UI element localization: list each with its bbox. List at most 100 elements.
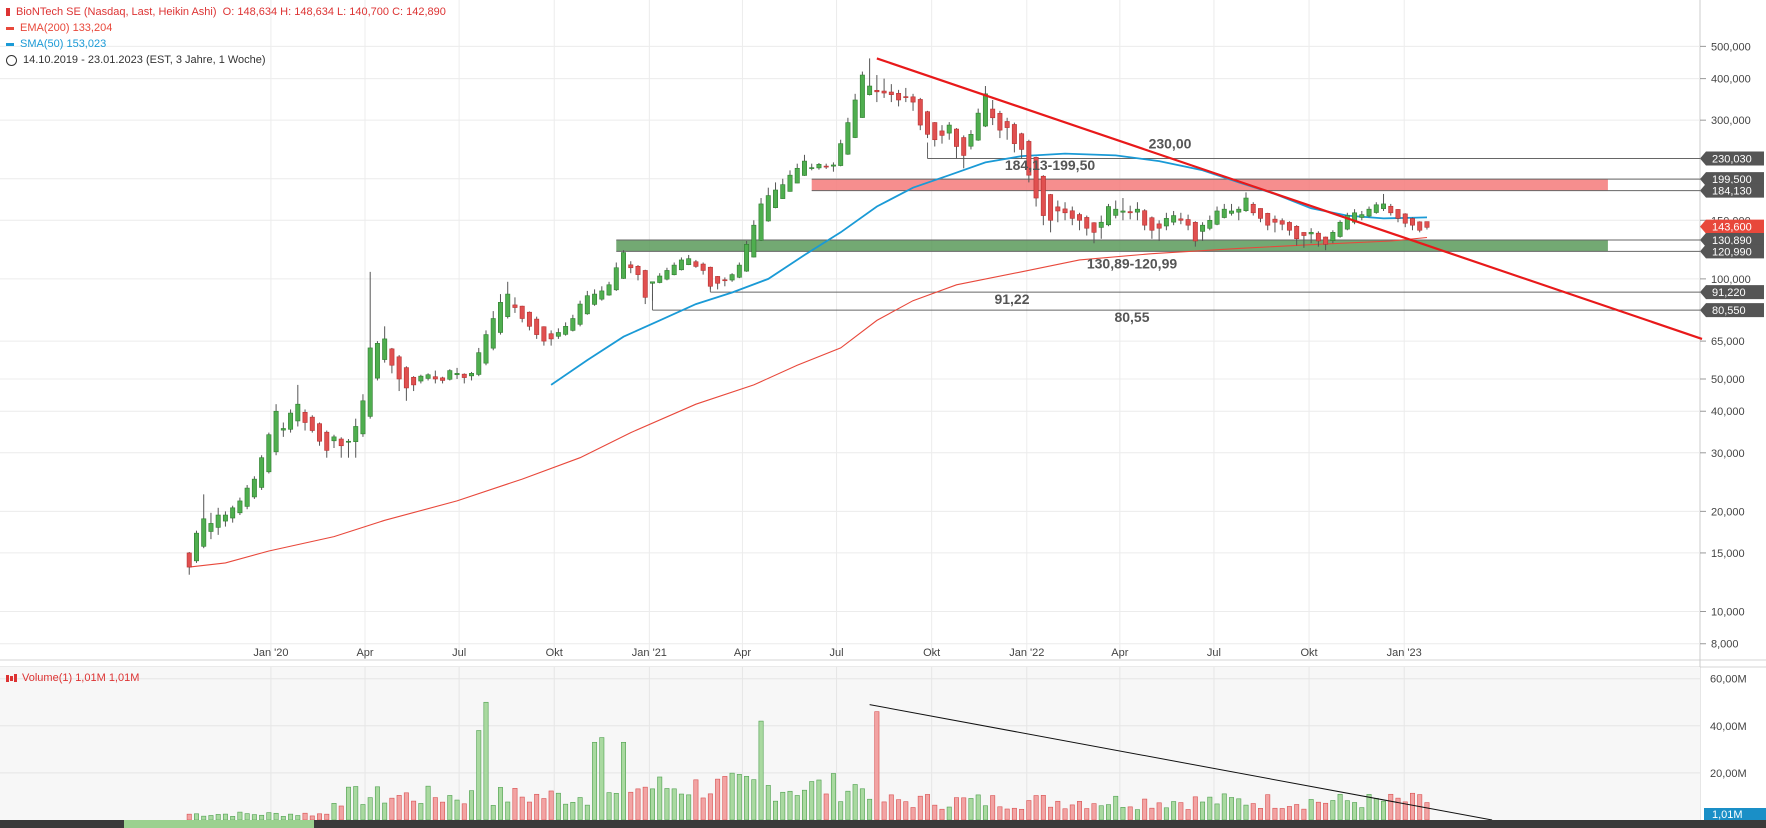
candle-body[interactable]: [469, 373, 474, 377]
candle-body[interactable]: [635, 265, 641, 275]
candle-body[interactable]: [490, 318, 496, 349]
candle-body[interactable]: [1142, 210, 1148, 226]
candle-body[interactable]: [1279, 220, 1285, 225]
candle-body[interactable]: [715, 276, 721, 284]
candle-body[interactable]: [1250, 203, 1256, 214]
candle-body[interactable]: [606, 284, 612, 296]
candle-body[interactable]: [302, 412, 308, 423]
candle-body[interactable]: [1402, 213, 1408, 224]
candle-body[interactable]: [324, 431, 330, 451]
candle-body[interactable]: [1344, 215, 1350, 230]
candle-body[interactable]: [758, 203, 764, 241]
candle-body[interactable]: [505, 293, 511, 317]
candle-body[interactable]: [1424, 221, 1430, 228]
candle-body[interactable]: [411, 376, 417, 386]
candle-body[interactable]: [1294, 225, 1300, 240]
candle-body[interactable]: [534, 318, 540, 335]
candle-body[interactable]: [1301, 232, 1307, 236]
candle-body[interactable]: [1388, 205, 1394, 214]
candle-body[interactable]: [722, 279, 728, 282]
candle-body[interactable]: [563, 326, 569, 335]
candle-body[interactable]: [1004, 121, 1010, 128]
candle-body[interactable]: [1373, 204, 1379, 213]
candle-body[interactable]: [1214, 210, 1220, 225]
candle-body[interactable]: [1156, 223, 1162, 229]
candle-body[interactable]: [990, 108, 996, 119]
candle-body[interactable]: [1258, 208, 1263, 219]
candle-body[interactable]: [599, 290, 605, 300]
candle-body[interactable]: [1207, 219, 1213, 229]
candle-body[interactable]: [483, 334, 489, 364]
candle-body[interactable]: [787, 174, 793, 192]
scrollbar-thumb[interactable]: [124, 820, 314, 828]
candle-body[interactable]: [896, 93, 902, 101]
candle-body[interactable]: [765, 195, 771, 222]
candle-body[interactable]: [700, 263, 706, 271]
candle-body[interactable]: [830, 164, 836, 167]
candle-body[interactable]: [794, 167, 800, 184]
candle-body[interactable]: [954, 128, 959, 147]
candle-body[interactable]: [1048, 194, 1054, 221]
candle-body[interactable]: [780, 184, 786, 199]
candle-body[interactable]: [939, 130, 945, 136]
candle-body[interactable]: [874, 89, 880, 93]
candle-body[interactable]: [997, 113, 1003, 131]
candle-body[interactable]: [1185, 219, 1191, 226]
candle-body[interactable]: [678, 259, 684, 271]
candle-body[interactable]: [1113, 208, 1119, 216]
candle-body[interactable]: [194, 532, 199, 562]
candle-body[interactable]: [215, 514, 221, 528]
candle-body[interactable]: [244, 487, 250, 507]
candle-body[interactable]: [1178, 218, 1184, 221]
bottom-scrollbar[interactable]: [0, 820, 1766, 828]
candle-body[interactable]: [707, 266, 713, 287]
candle-body[interactable]: [650, 281, 655, 284]
candle-body[interactable]: [331, 436, 337, 442]
candle-body[interactable]: [932, 122, 938, 141]
candle-body[interactable]: [353, 426, 359, 442]
candle-body[interactable]: [309, 416, 315, 431]
candle-body[interactable]: [1106, 206, 1111, 226]
candle-body[interactable]: [802, 160, 807, 176]
candle-body[interactable]: [910, 96, 916, 103]
volume-trendline[interactable]: [869, 704, 1493, 821]
candle-body[interactable]: [389, 348, 395, 366]
candle-body[interactable]: [982, 93, 988, 127]
candle-body[interactable]: [816, 164, 822, 169]
candle-body[interactable]: [1417, 221, 1423, 231]
candle-body[interactable]: [1236, 208, 1242, 213]
price-panel[interactable]: 230,00 184,13-199,50 130,89-120,99 91,22 80,…: [186, 57, 1703, 575]
candle-body[interactable]: [418, 375, 424, 382]
candle-body[interactable]: [925, 111, 930, 135]
candle-body[interactable]: [1229, 210, 1234, 214]
candle-body[interactable]: [237, 500, 243, 514]
candle-body[interactable]: [642, 270, 648, 298]
candle-body[interactable]: [1192, 222, 1198, 242]
candle-body[interactable]: [961, 137, 967, 156]
candle-body[interactable]: [881, 90, 887, 94]
candle-body[interactable]: [295, 403, 301, 422]
candle-body[interactable]: [751, 224, 757, 258]
candle-body[interactable]: [1221, 208, 1227, 218]
candle-body[interactable]: [664, 270, 670, 280]
volume-panel[interactable]: [186, 701, 1493, 821]
candle-body[interactable]: [461, 373, 467, 378]
candle-body[interactable]: [1395, 209, 1401, 219]
candle-body[interactable]: [888, 91, 894, 95]
candle-body[interactable]: [1091, 222, 1097, 233]
candle-body[interactable]: [729, 274, 735, 281]
candle-body[interactable]: [621, 252, 626, 279]
candle-body[interactable]: [577, 303, 583, 325]
candle-body[interactable]: [548, 333, 554, 340]
candle-body[interactable]: [230, 507, 236, 519]
candle-body[interactable]: [396, 356, 402, 380]
candle-body[interactable]: [498, 302, 503, 333]
candle-body[interactable]: [454, 373, 460, 376]
candle-body[interactable]: [592, 293, 598, 305]
candle-body[interactable]: [519, 305, 525, 319]
candle-body[interactable]: [657, 275, 663, 283]
candle-body[interactable]: [541, 326, 547, 342]
candle-body[interactable]: [1352, 212, 1358, 223]
candle-body[interactable]: [1308, 232, 1314, 235]
